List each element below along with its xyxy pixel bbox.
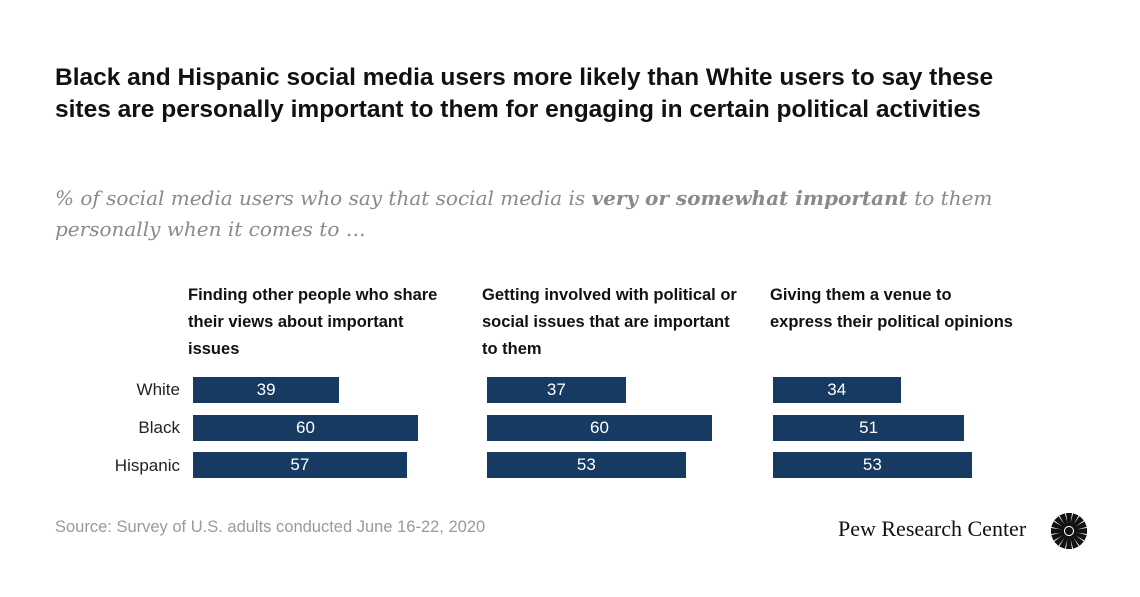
data-label: 60: [590, 418, 609, 437]
data-label: 53: [862, 455, 882, 474]
bar-white-panel-2: [487, 377, 626, 403]
data-label: 37: [546, 380, 566, 399]
category-label-black: Black: [138, 418, 180, 437]
data-label: 57: [290, 455, 310, 474]
subtitle-bold: very or somewhat important: [591, 186, 908, 210]
bar-white-panel-1: [193, 377, 340, 403]
bar-hispanic-panel-1: [193, 452, 407, 478]
chart-subtitle: % of social media users who say that soc…: [55, 183, 1075, 245]
bar-black-panel-1: [193, 415, 418, 441]
bar-black-panel-2: [487, 415, 712, 441]
data-label: 34: [827, 380, 847, 399]
category-label-white: White: [136, 380, 180, 399]
category-label-hispanic: Hispanic: [114, 456, 180, 475]
bar-black-panel-3: [773, 415, 965, 441]
subtitle-suffix: to them personally when it comes to …: [55, 186, 993, 241]
panel-title-1: Finding other people who share their vie…: [188, 286, 438, 358]
data-label: 53: [576, 455, 596, 474]
source-note: Source: Survey of U.S. adults conducted …: [55, 518, 486, 536]
logo-text: Pew Research Center: [838, 516, 1027, 541]
data-label: 39: [256, 380, 276, 399]
panel-title-3: Giving them a venue to express their pol…: [770, 286, 1013, 331]
bar-hispanic-panel-3: [773, 452, 972, 478]
subtitle-prefix: % of social media users who say that soc…: [55, 186, 592, 210]
bar-white-panel-3: [773, 377, 901, 403]
bar-hispanic-panel-2: [487, 452, 686, 478]
data-label: 60: [296, 418, 315, 437]
pew-sunburst-icon: [1051, 513, 1087, 549]
data-label: 51: [859, 418, 879, 437]
panel-title-2: Getting involved with political or socia…: [482, 286, 737, 358]
chart-title: Black and Hispanic social media users mo…: [55, 64, 994, 123]
